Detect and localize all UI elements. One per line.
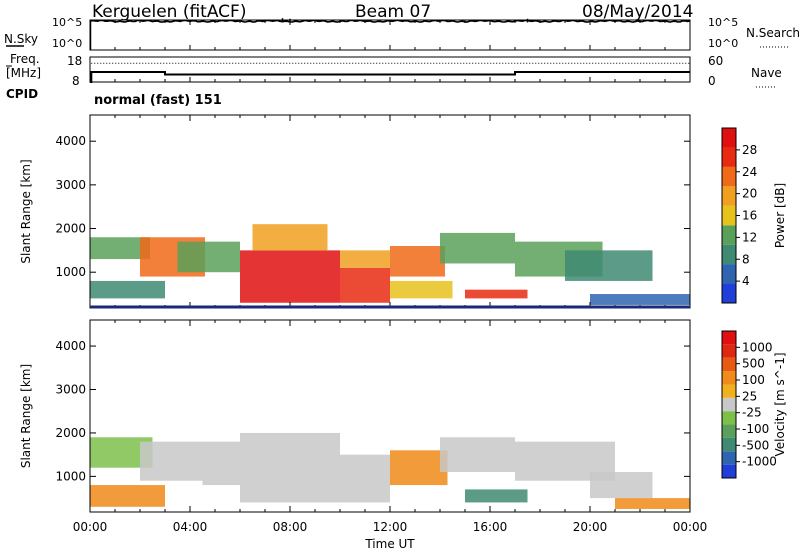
cpid-label: CPID <box>6 87 39 101</box>
power-colorbar-swatch-1 <box>722 264 736 284</box>
velocity-colorbar-label: Velocity [m s^-1] <box>773 352 787 456</box>
power-colorbar-swatch-0 <box>722 283 736 303</box>
velocity-colorbar-tick-label: -100 <box>742 422 769 436</box>
velocity-colorbar-swatch-0 <box>722 464 736 478</box>
velocity-band-5 <box>340 454 390 503</box>
power-colorbar-swatch-5 <box>722 186 736 206</box>
cpid-value: normal (fast) 151 <box>94 93 222 108</box>
power-band-10 <box>440 232 515 264</box>
nave-label: Nave <box>751 66 782 80</box>
velocity-band-8 <box>465 489 528 503</box>
velocity-colorbar-swatch-4 <box>722 411 736 425</box>
x-tick-label: 16:00 <box>473 520 508 534</box>
nave-tick-low: 0 <box>708 74 716 88</box>
velocity-ytick-label: 2000 <box>55 426 86 440</box>
freq-tick-high: 18 <box>67 54 83 68</box>
power-colorbar-tick-label: 24 <box>742 165 757 179</box>
power-band-1 <box>90 280 165 299</box>
power-colorbar-label: Power [dB] <box>773 183 787 248</box>
velocity-colorbar-tick-label: 25 <box>742 389 757 403</box>
velocity-colorbar-swatch-3 <box>722 424 736 438</box>
x-tick-label: 00:00 <box>73 520 108 534</box>
velocity-colorbar-tick-label: -1000 <box>742 455 777 469</box>
velocity-colorbar-swatch-1 <box>722 451 736 465</box>
power-colorbar-tick-label: 16 <box>742 209 757 223</box>
velocity-band-3 <box>202 441 240 486</box>
velocity-band-6 <box>390 450 448 486</box>
velocity-band-11 <box>615 498 690 509</box>
x-tick-label: 08:00 <box>273 520 308 534</box>
velocity-band-2 <box>140 441 203 481</box>
nsearch-label: N.Search <box>746 26 800 40</box>
power-ytick-label: 3000 <box>55 178 86 192</box>
velocity-ytick-label: 1000 <box>55 469 86 483</box>
power-colorbar-tick-label: 28 <box>742 143 757 157</box>
velocity-band-10 <box>590 472 653 499</box>
power-band-7 <box>340 250 390 268</box>
x-tick-label: 04:00 <box>173 520 208 534</box>
freq-series-line <box>90 71 690 83</box>
velocity-colorbar-tick-label: 500 <box>742 357 765 371</box>
velocity-band-1 <box>90 485 165 507</box>
power-ytick-label: 2000 <box>55 222 86 236</box>
freq-tick-low: 8 <box>72 74 80 88</box>
power-band-5 <box>252 224 328 251</box>
power-colorbar-tick-label: 12 <box>742 230 757 244</box>
velocity-colorbar-tick-label: 1000 <box>742 340 773 354</box>
x-axis-label: Time UT <box>364 537 415 551</box>
power-ytick-label: 1000 <box>55 265 86 279</box>
velocity-ylabel: Slant Range [km] <box>19 364 33 468</box>
power-colorbar-tick-label: 8 <box>742 252 750 266</box>
power-colorbar-tick-label: 4 <box>742 274 750 288</box>
nsky-label: N.Sky <box>4 32 39 46</box>
power-band-3 <box>177 241 240 273</box>
velocity-band-7 <box>440 437 515 473</box>
power-colorbar-swatch-2 <box>722 244 736 265</box>
power-band-11 <box>465 289 528 299</box>
power-band-0 <box>90 237 150 260</box>
nsky-tick-low: 10^0 <box>52 37 83 50</box>
beam-title: Beam 07 <box>355 2 432 22</box>
velocity-colorbar-tick-label: 100 <box>742 373 765 387</box>
date-title: 08/May/2014 <box>582 2 694 22</box>
power-band-4 <box>240 250 340 303</box>
freq-unit-label: [MHz] <box>6 66 42 80</box>
velocity-colorbar-swatch-7 <box>722 371 736 385</box>
velocity-colorbar-swatch-2 <box>722 437 736 452</box>
x-tick-label: 00:00 <box>673 520 708 534</box>
power-colorbar-swatch-4 <box>722 205 736 226</box>
velocity-colorbar-swatch-10 <box>722 331 736 345</box>
nave-tick-high: 60 <box>708 54 724 68</box>
freq-label: Freq. <box>10 52 40 66</box>
power-colorbar-swatch-6 <box>722 166 736 187</box>
x-tick-label: 12:00 <box>373 520 408 534</box>
power-band-8 <box>390 245 445 277</box>
nsearch-tick-high: 10^5 <box>708 16 739 29</box>
power-colorbar-swatch-7 <box>722 147 736 167</box>
velocity-colorbar-tick-label: -25 <box>742 406 762 420</box>
velocity-colorbar-swatch-5 <box>722 397 736 412</box>
velocity-ytick-label: 4000 <box>55 339 86 353</box>
power-colorbar-swatch-3 <box>722 225 736 245</box>
velocity-colorbar-swatch-6 <box>722 384 736 398</box>
station-title: Kerguelen (fitACF) <box>92 2 247 22</box>
power-colorbar-tick-label: 20 <box>742 187 757 201</box>
power-ylabel: Slant Range [km] <box>19 159 33 263</box>
nsky-tick-high: 10^5 <box>52 16 83 29</box>
power-colorbar-swatch-8 <box>722 128 736 148</box>
velocity-ytick-label: 3000 <box>55 383 86 397</box>
velocity-colorbar-frame <box>721 330 737 479</box>
power-band-14 <box>590 294 690 305</box>
velocity-colorbar-swatch-8 <box>722 357 736 372</box>
velocity-colorbar-tick-label: -500 <box>742 438 769 452</box>
power-band-13 <box>565 250 653 281</box>
nsearch-tick-low: 10^0 <box>708 37 739 50</box>
x-tick-label: 20:00 <box>573 520 608 534</box>
power-band-6 <box>340 267 390 303</box>
velocity-colorbar-swatch-9 <box>722 344 736 358</box>
power-ytick-label: 4000 <box>55 134 86 148</box>
velocity-band-4 <box>240 432 340 503</box>
power-band-9 <box>390 280 453 299</box>
